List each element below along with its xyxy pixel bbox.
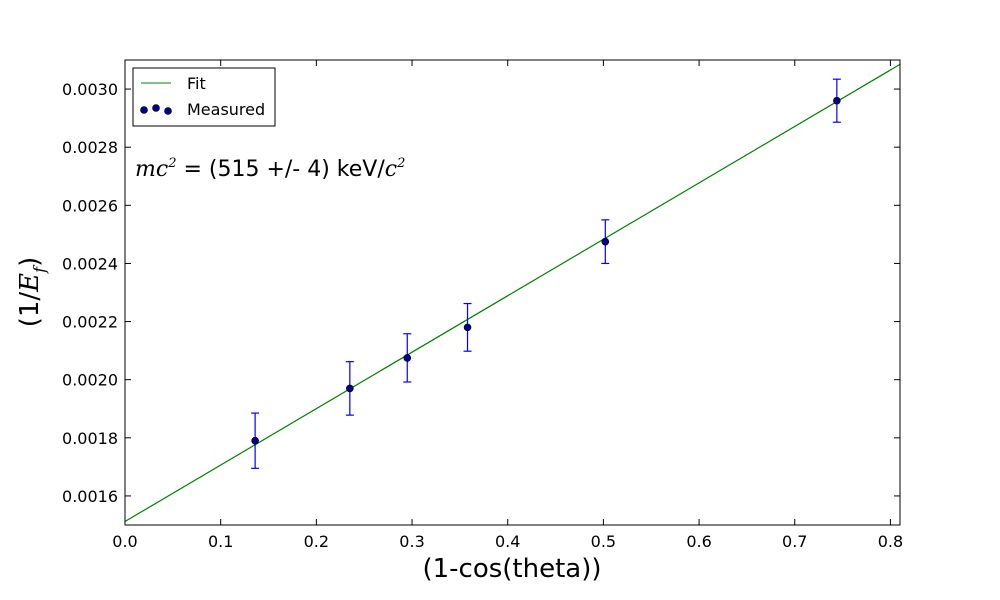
x-tick-label: 0.4 bbox=[495, 532, 520, 551]
y-axis-label-suffix: ) bbox=[15, 257, 45, 267]
legend: Fit Measured bbox=[132, 67, 276, 127]
data-point bbox=[346, 384, 354, 393]
data-point bbox=[833, 96, 841, 105]
y-axis-label-sub: f bbox=[30, 264, 49, 274]
x-tick-label: 0.6 bbox=[686, 532, 711, 551]
y-tick-label: 0.0018 bbox=[62, 429, 118, 448]
x-tick-label: 0.5 bbox=[591, 532, 616, 551]
fit-annotation: mc2 = (515 +/- 4) keV/c2 bbox=[135, 156, 405, 182]
x-tick-label: 0.0 bbox=[112, 532, 137, 551]
data-point bbox=[251, 436, 259, 445]
annotation-middle: = (515 +/- 4) keV/ bbox=[176, 157, 385, 182]
y-tick-label: 0.0028 bbox=[62, 138, 118, 157]
x-tick-label: 0.1 bbox=[208, 532, 233, 551]
plot-frame bbox=[124, 59, 901, 526]
y-tick-label: 0.0020 bbox=[62, 371, 118, 390]
legend-measured-marker bbox=[152, 104, 160, 112]
legend-measured-label: Measured bbox=[187, 100, 265, 119]
y-axis-label: (1/Ef) bbox=[15, 257, 49, 328]
data-point bbox=[403, 354, 412, 362]
legend-measured-marker bbox=[164, 107, 172, 115]
data-point bbox=[463, 323, 472, 332]
legend-measured-marker bbox=[140, 106, 148, 114]
x-tick-label: 0.8 bbox=[878, 532, 903, 551]
x-axis-label: (1-cos(theta)) bbox=[422, 554, 601, 584]
data-point bbox=[601, 237, 610, 246]
fit-line bbox=[125, 63, 900, 523]
y-tick-label: 0.0030 bbox=[62, 80, 118, 99]
legend-box bbox=[132, 67, 276, 127]
plot-data-layer bbox=[125, 63, 900, 523]
legend-fit-label: Fit bbox=[187, 74, 206, 93]
x-tick-label: 0.3 bbox=[399, 532, 424, 551]
annotation-lhs-var: mc bbox=[135, 157, 168, 182]
annotation-rhs-var: c bbox=[385, 157, 397, 182]
y-tick-label: 0.0026 bbox=[62, 196, 118, 215]
annotation-rhs-sup: 2 bbox=[396, 156, 405, 171]
ticks-layer: 0.0 0.1 0.2 0.3 0.4 0.5 0.6 0.7 0.8 0.0016 0.0018 0… bbox=[62, 60, 903, 551]
x-tick-label: 0.2 bbox=[304, 532, 329, 551]
y-tick-label: 0.0022 bbox=[62, 313, 118, 332]
legend-measured-swatch bbox=[140, 104, 172, 115]
annotation-lhs-sup: 2 bbox=[167, 156, 176, 171]
y-tick-label: 0.0016 bbox=[62, 487, 118, 506]
y-axis-label-prefix: (1/ bbox=[15, 292, 45, 328]
x-tick-label: 0.7 bbox=[782, 532, 807, 551]
y-axis-label-var: E bbox=[15, 273, 45, 293]
y-tick-label: 0.0024 bbox=[62, 254, 118, 273]
